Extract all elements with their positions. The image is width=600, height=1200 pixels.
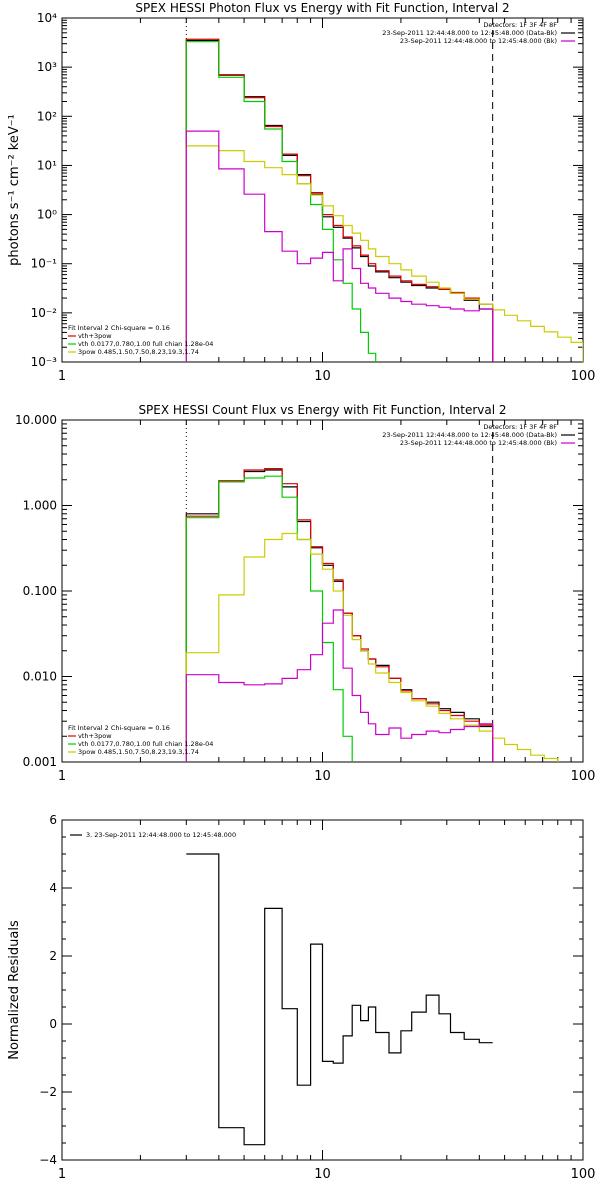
legend-entry: 3. 23-Sep-2011 12:44:48.000 to 12:45:48.…: [86, 831, 236, 839]
series-data: [185, 469, 494, 762]
series-vth-3pow: [185, 38, 494, 362]
legend-top-entry: 23-Sep-2011 12:44:48.000 to 12:45:48.000…: [400, 439, 557, 447]
y-tick-label: 10⁻²: [31, 306, 58, 320]
y-tick-label: 10¹: [37, 158, 57, 172]
series-vth: [185, 475, 353, 762]
x-tick-label: 1: [58, 369, 66, 384]
y-tick-label: 10⁰: [37, 208, 57, 222]
legend-bottom-entry: Fit Interval 2 Chi-square = 0.16: [68, 324, 170, 332]
x-tick-label: 10: [314, 1167, 331, 1182]
plot-area: [185, 18, 583, 362]
legend-bottom-entry: vth+3pow: [78, 332, 112, 340]
series-vth-3pow: [185, 468, 494, 762]
plot-area: [186, 853, 493, 1146]
photon-flux-panel: SPEX HESSI Photon Flux vs Energy with Fi…: [7, 1, 596, 384]
y-tick-label: 10²: [37, 109, 57, 123]
x-tick-label: 10: [314, 369, 331, 384]
legend-top-entry: 23-Sep-2011 12:44:48.000 to 12:45:48.000…: [382, 29, 557, 37]
y-tick-label: −4: [39, 1153, 57, 1167]
x-tick-label: 10: [314, 769, 331, 784]
legend-bottom-entry: vth+3pow: [78, 732, 112, 740]
legend-top-entry: 23-Sep-2011 12:44:48.000 to 12:45:48.000…: [400, 37, 557, 45]
y-axis-label: Normalized Residuals: [7, 920, 22, 1060]
x-tick-label: 1: [58, 769, 66, 784]
legend-bottom-entry: Fit Interval 2 Chi-square = 0.16: [68, 724, 170, 732]
series-3pow: [185, 145, 583, 362]
y-axis-label: photons s⁻¹ cm⁻² keV⁻¹: [7, 114, 22, 266]
legend-top-entry: Detectors: 1F 3F 4F 8F: [483, 21, 557, 29]
y-tick-label: 1.000: [23, 499, 57, 513]
residuals-panel: Normalized Residuals 1 10 100 −4 −2 0 2 4 6 3. 23-…: [7, 813, 595, 1182]
y-tick-label: 10⁻³: [31, 355, 58, 369]
y-tick-label: 10⁻¹: [31, 257, 58, 271]
x-tick-label: 100: [571, 369, 596, 384]
legend-top-entry: 23-Sep-2011 12:44:48.000 to 12:45:48.000…: [382, 431, 557, 439]
x-tick-label: 100: [571, 1167, 596, 1182]
x-tick-label: 1: [58, 1167, 66, 1182]
legend-bottom-entry: 3pow 0.485,1.50,7.50,8.23,19.3,1.74: [78, 348, 199, 356]
y-tick-label: 10³: [37, 60, 57, 74]
series-vth: [185, 41, 377, 362]
chart-title: SPEX HESSI Photon Flux vs Energy with Fi…: [135, 1, 509, 15]
legend-top-entry: Detectors: 1F 3F 4F 8F: [483, 423, 557, 431]
y-tick-label: 0.010: [23, 670, 57, 684]
legend-bottom-entry: vth 0.0177,0.780,1.00 full chian 1.28e-0…: [78, 340, 213, 348]
series-3pow: [185, 532, 559, 762]
y-tick-label: 6: [49, 813, 57, 827]
series-background: [185, 609, 494, 762]
y-tick-label: 10⁴: [37, 11, 57, 25]
chart-title: SPEX HESSI Count Flux vs Energy with Fit…: [138, 403, 506, 417]
count-flux-panel: SPEX HESSI Count Flux vs Energy with Fit…: [15, 403, 596, 784]
y-tick-label: −2: [39, 1085, 57, 1099]
x-tick-label: 100: [571, 769, 596, 784]
legend-bottom-entry: vth 0.0177,0.780,1.00 full chian 1.28e-0…: [78, 740, 213, 748]
y-tick-label: 10.000: [15, 413, 57, 427]
y-tick-label: 0: [49, 1017, 57, 1031]
series-data: [185, 39, 494, 362]
legend-bottom-entry: 3pow 0.485,1.50,7.50,8.23,19.3,1.74: [78, 748, 199, 756]
series-residual: [186, 853, 493, 1146]
y-tick-label: 2: [49, 949, 57, 963]
y-tick-label: 0.001: [23, 755, 57, 769]
y-tick-label: 4: [49, 881, 57, 895]
plot-area: [185, 420, 559, 762]
y-tick-label: 0.100: [23, 584, 57, 598]
series-background: [185, 130, 494, 362]
